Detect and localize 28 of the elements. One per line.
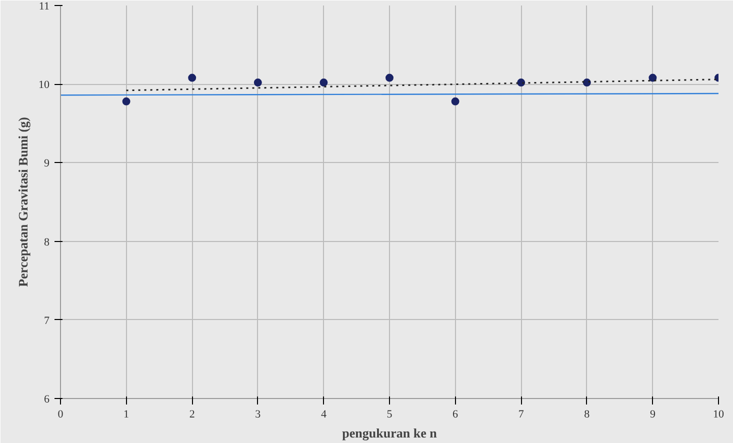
x-tick-label: 9 [650, 408, 656, 420]
y-tick-label: 11 [38, 0, 50, 12]
x-tick-label: 1 [124, 408, 130, 420]
point [451, 97, 460, 106]
x-tick-label: 10 [713, 408, 724, 420]
point [254, 78, 262, 87]
point [386, 74, 394, 82]
point [582, 78, 591, 87]
point [648, 74, 657, 82]
point [188, 74, 196, 82]
x-tick-label: 3 [255, 408, 262, 420]
x-axis-title: pengukuran ke n [342, 426, 438, 440]
y-tick-label: 8 [44, 236, 50, 248]
x-tick-label: 4 [320, 408, 327, 420]
x-tick-label: 8 [584, 408, 590, 420]
y-tick-label: 6 [44, 394, 50, 406]
y-tick-label: 9 [44, 158, 50, 170]
y-tick-label: 10 [38, 79, 50, 92]
point [320, 78, 328, 87]
y-tick-label: 7 [44, 314, 50, 327]
x-tick-label: 6 [452, 408, 459, 420]
x-tick-label: 7 [518, 408, 524, 420]
y-axis-title: Percepatan Gravitasi Bumi (g) [16, 117, 30, 287]
point [517, 78, 526, 87]
x-tick-label: 0 [58, 408, 64, 420]
x-tick-label: 2 [189, 408, 195, 420]
x-tick-label: 5 [386, 408, 393, 420]
point [122, 97, 130, 106]
